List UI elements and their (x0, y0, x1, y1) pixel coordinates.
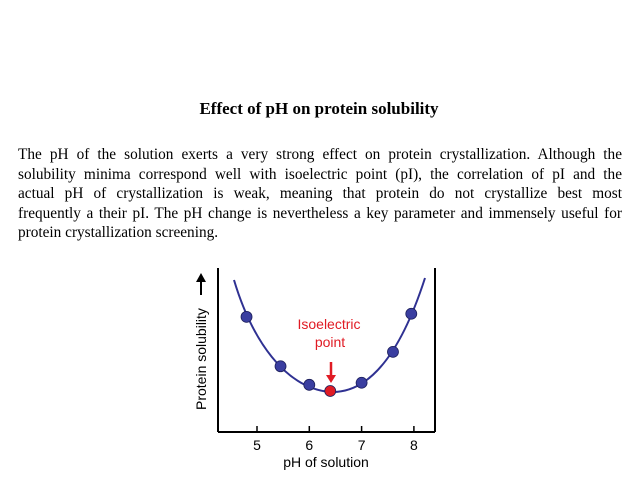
x-tick-label: 8 (410, 437, 418, 453)
paragraph-line: The pH of the solution exerts a very str… (18, 146, 622, 163)
x-tick-label: 5 (253, 437, 261, 453)
paragraph-line: solubility minima correspond well with i… (18, 165, 622, 183)
isoelectric-point-marker (324, 385, 337, 397)
page-title: Effect of pH on protein solubility (199, 99, 439, 118)
data-point (240, 310, 253, 323)
data-point (387, 345, 399, 358)
x-tick-label: 7 (358, 437, 366, 453)
data-point (303, 378, 316, 391)
paragraph-line: frequently a their pI. The pH change is … (18, 204, 622, 222)
data-point (274, 360, 287, 373)
up-arrow-icon (196, 273, 206, 295)
y-axis-label: Protein solubility (193, 308, 209, 410)
body-paragraph: The pH of the solution exerts a very str… (18, 145, 622, 243)
paragraph-line: protein crystallization screening. (18, 224, 219, 241)
down-arrow-icon (326, 362, 336, 383)
data-point (355, 376, 368, 389)
x-tick-label: 6 (305, 437, 313, 453)
isoelectric-label-line1: Isoelectric (297, 316, 360, 332)
data-point (405, 307, 418, 320)
x-axis-label: pH of solution (283, 454, 369, 470)
isoelectric-label-line2: point (315, 334, 345, 350)
paragraph-line: actual pH of crystallization is weak, me… (18, 185, 622, 202)
